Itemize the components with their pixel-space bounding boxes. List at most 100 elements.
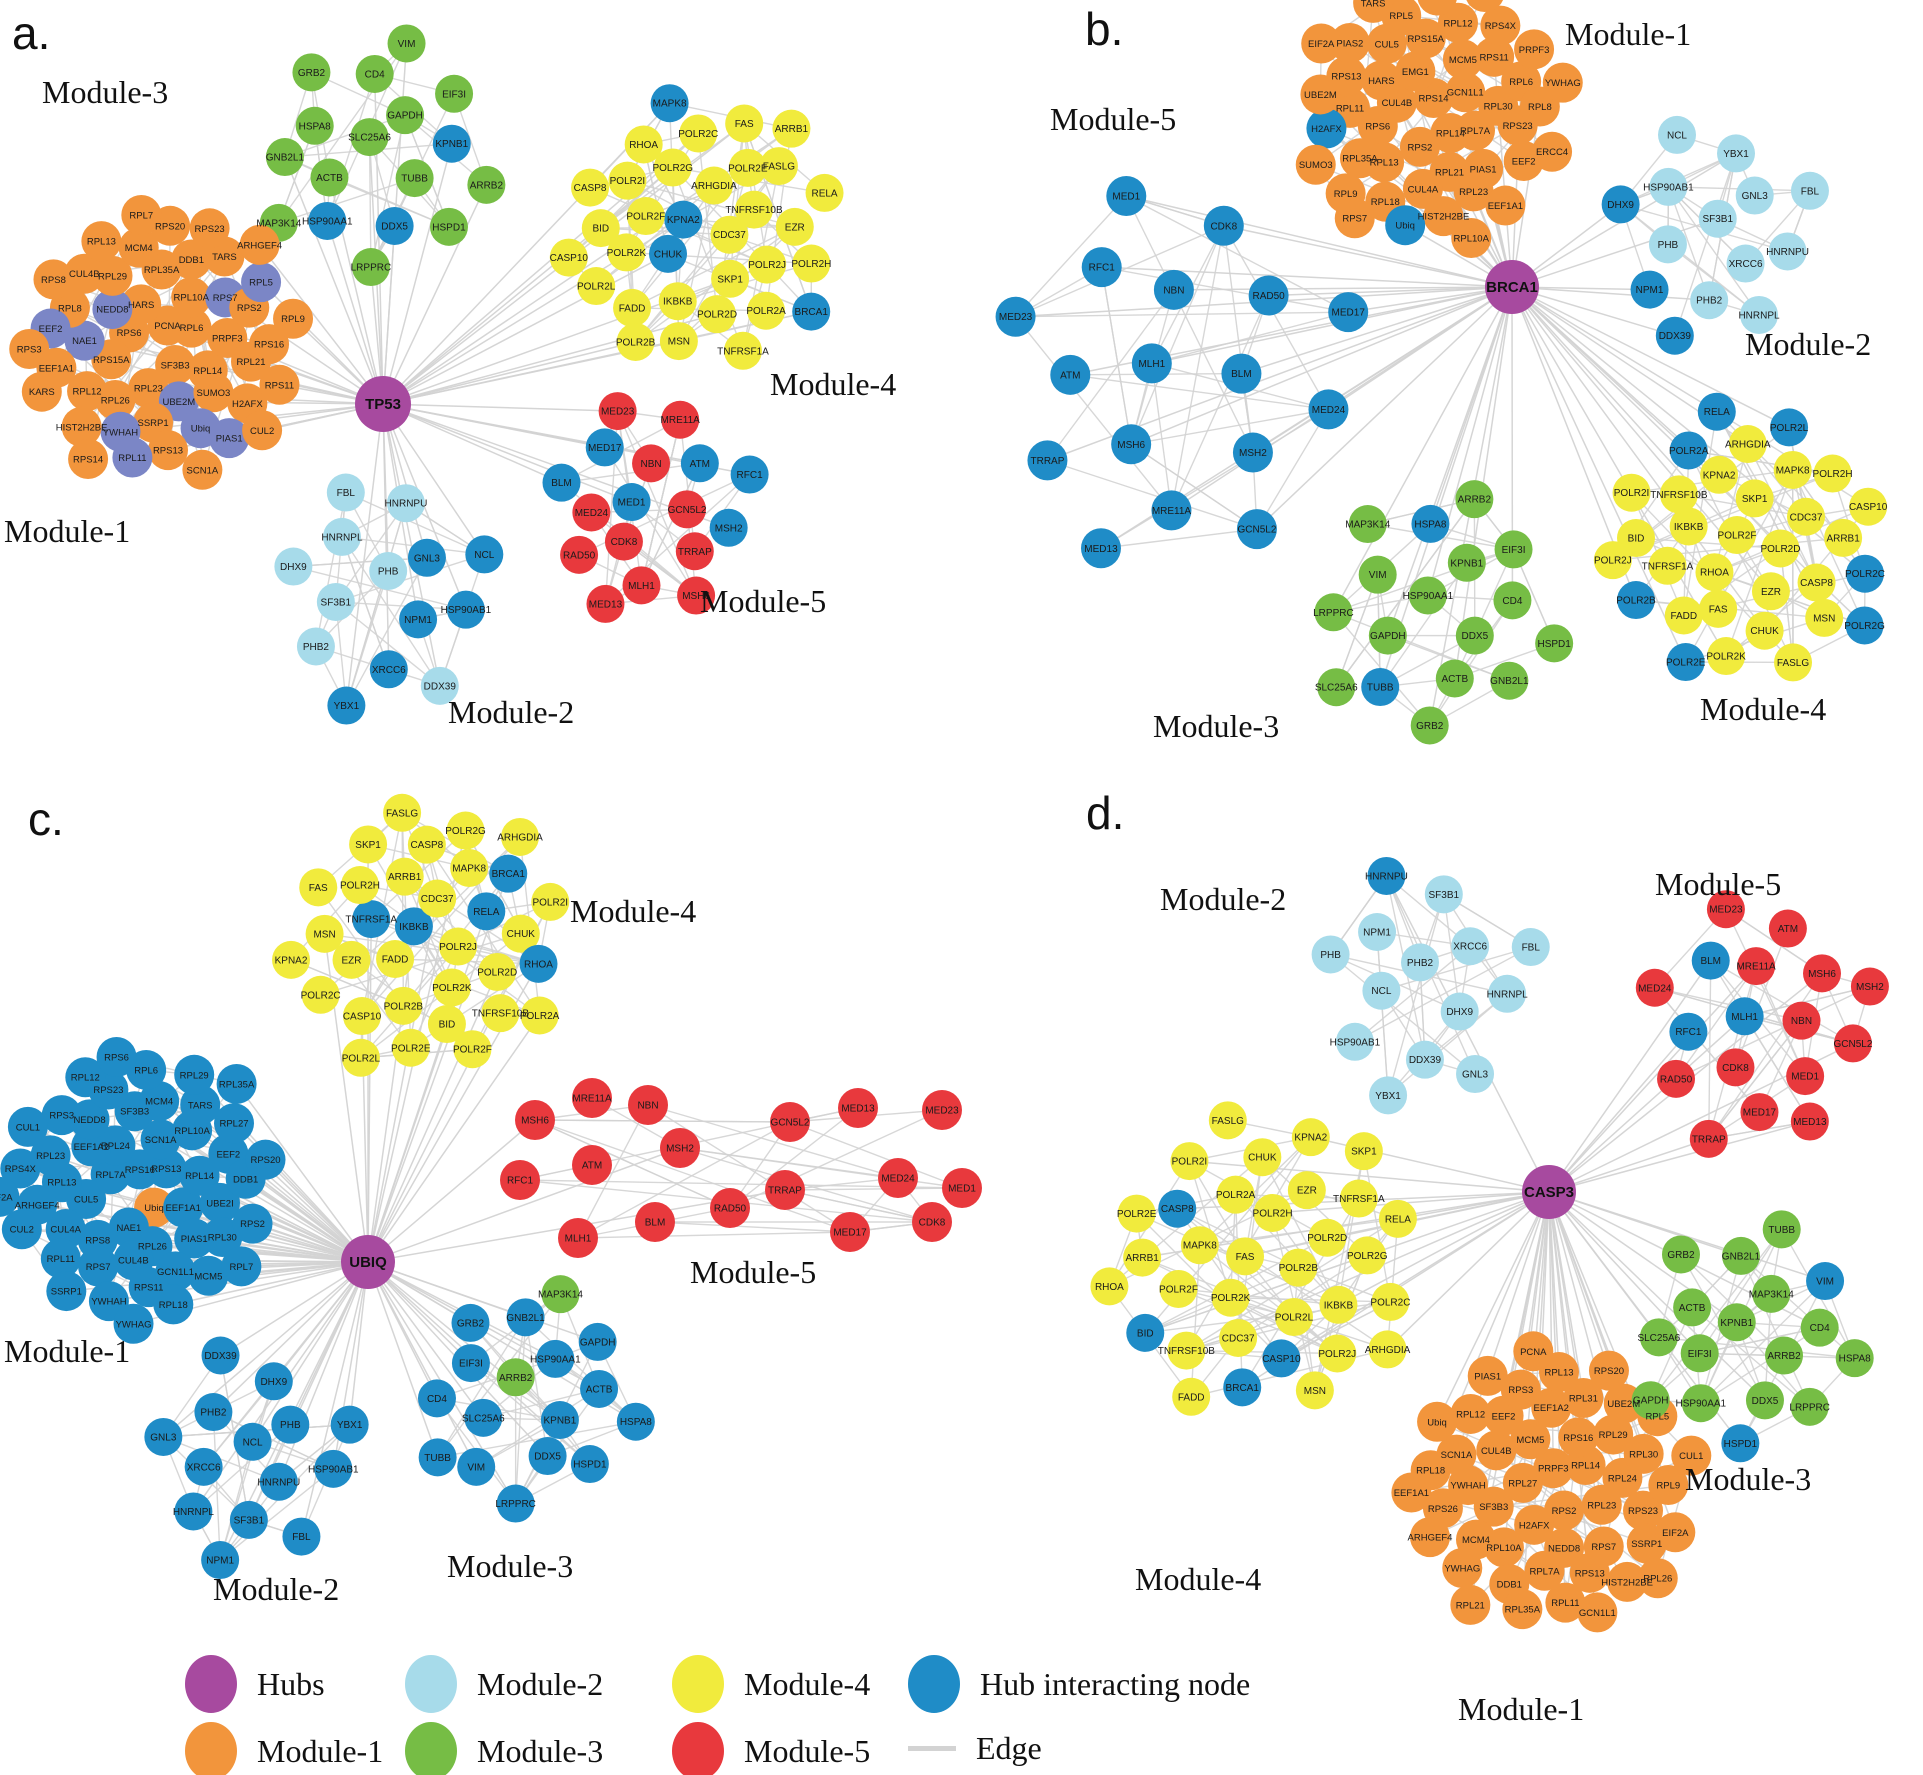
node-POLR2B[interactable] xyxy=(616,322,655,361)
node-EEF1A1[interactable] xyxy=(1485,185,1526,226)
node-RPS23[interactable] xyxy=(1623,1490,1664,1531)
node-HSPD1[interactable] xyxy=(1535,624,1574,663)
hub-UBIQ[interactable] xyxy=(341,1235,395,1289)
node-POLR2A[interactable] xyxy=(1216,1175,1255,1214)
node-SLC25A6[interactable] xyxy=(464,1398,503,1437)
node-EZR[interactable] xyxy=(1751,572,1790,611)
node-CUL4A[interactable] xyxy=(1402,168,1443,209)
node-TUBB[interactable] xyxy=(1762,1210,1801,1249)
node-HSPA8[interactable] xyxy=(616,1402,655,1441)
node-CDC37[interactable] xyxy=(710,215,749,254)
node-MED13[interactable] xyxy=(1080,528,1121,569)
node-SLC25A6[interactable] xyxy=(1317,668,1356,707)
node-RPS23[interactable] xyxy=(189,208,230,249)
node-ATM[interactable] xyxy=(680,444,719,483)
node-VIM[interactable] xyxy=(1806,1262,1845,1301)
node-RPS8[interactable] xyxy=(1417,0,1457,16)
node-SKP1[interactable] xyxy=(711,259,750,298)
node-SF3B1[interactable] xyxy=(229,1500,268,1539)
node-BRCA1[interactable] xyxy=(1223,1368,1262,1407)
node-GNB2L1[interactable] xyxy=(265,138,304,177)
hub-CASP3[interactable] xyxy=(1522,1165,1576,1219)
node-GCN1L1[interactable] xyxy=(1577,1592,1618,1633)
node-POLR2J[interactable] xyxy=(1318,1334,1357,1373)
node-NBN[interactable] xyxy=(1782,1001,1821,1040)
node-CHUK[interactable] xyxy=(1745,611,1784,650)
node-PRPF3[interactable] xyxy=(1533,1448,1574,1489)
node-HSP90AA1[interactable] xyxy=(536,1339,575,1378)
node-RPS3[interactable] xyxy=(9,328,50,369)
node-FBL[interactable] xyxy=(282,1517,321,1556)
node-H2AFX[interactable] xyxy=(1306,108,1347,149)
node-POLR2D[interactable] xyxy=(698,295,737,334)
node-MSH2[interactable] xyxy=(709,508,748,547)
node-ARHGEF4[interactable] xyxy=(1409,1517,1450,1558)
node-TRRAP[interactable] xyxy=(675,532,714,571)
node-RPL10A[interactable] xyxy=(171,277,212,318)
node-HSP90AB1[interactable] xyxy=(446,590,485,629)
node-TUBB[interactable] xyxy=(1361,668,1400,707)
node-BRCA1[interactable] xyxy=(792,292,831,331)
node-MAP3K14[interactable] xyxy=(1348,505,1387,544)
node-PHB2[interactable] xyxy=(296,627,335,666)
node-NEDD8[interactable] xyxy=(92,289,133,330)
node-IKBKB[interactable] xyxy=(1669,507,1708,546)
node-BLM[interactable] xyxy=(1221,353,1262,394)
node-CASP8[interactable] xyxy=(1797,563,1836,602)
node-EIF2A[interactable] xyxy=(1655,1512,1696,1553)
node-MED17[interactable] xyxy=(1328,292,1369,333)
node-XRCC6[interactable] xyxy=(184,1447,223,1486)
node-HNRNPU[interactable] xyxy=(1768,232,1807,271)
node-RAD50[interactable] xyxy=(560,535,599,574)
node-YBX1[interactable] xyxy=(327,686,366,725)
node-EEF1A1[interactable] xyxy=(163,1187,204,1228)
node-RPL35A[interactable] xyxy=(216,1063,257,1104)
node-POLR2L[interactable] xyxy=(1770,408,1809,447)
node-HNRNPL[interactable] xyxy=(1488,974,1527,1013)
hub-TP53[interactable] xyxy=(355,376,411,432)
node-POLR2E[interactable] xyxy=(391,1028,430,1067)
node-TNFRSF1A[interactable] xyxy=(1339,1179,1378,1218)
node-RPS3[interactable] xyxy=(1500,1369,1541,1410)
node-UBE2M[interactable] xyxy=(1300,74,1341,115)
node-MED23[interactable] xyxy=(598,392,637,431)
node-ERCC4[interactable] xyxy=(1532,131,1573,172)
node-NPM1[interactable] xyxy=(201,1541,240,1580)
node-BLM[interactable] xyxy=(635,1202,675,1242)
node-RPL10A[interactable] xyxy=(1451,218,1492,259)
node-RPL5[interactable] xyxy=(241,262,282,303)
node-TNFRSF10B[interactable] xyxy=(481,994,520,1033)
node-SF3B3[interactable] xyxy=(155,344,196,385)
node-RPS2[interactable] xyxy=(1399,126,1440,167)
node-RPL29[interactable] xyxy=(1593,1414,1634,1455)
node-MRE11A[interactable] xyxy=(661,400,700,439)
node-VIM[interactable] xyxy=(1358,555,1397,594)
node-PIAS2[interactable] xyxy=(1329,22,1370,63)
node-CDK8[interactable] xyxy=(1716,1048,1755,1087)
node-MED23[interactable] xyxy=(1706,890,1745,929)
node-RPL11[interactable] xyxy=(40,1238,81,1279)
node-FBL[interactable] xyxy=(1511,928,1550,967)
node-RPL11[interactable] xyxy=(1545,1582,1586,1623)
node-TNFRSF10B[interactable] xyxy=(735,190,774,229)
node-KARS[interactable] xyxy=(21,371,62,412)
node-RELA[interactable] xyxy=(805,173,844,212)
node-RPL26[interactable] xyxy=(1637,1558,1678,1599)
node-DHX9[interactable] xyxy=(274,547,313,586)
node-YWHAH[interactable] xyxy=(1448,1465,1489,1506)
node-ARRB1[interactable] xyxy=(772,109,811,148)
node-MED1[interactable] xyxy=(1786,1057,1825,1096)
node-NCL[interactable] xyxy=(1362,971,1401,1010)
node-POLR2B[interactable] xyxy=(1617,581,1656,620)
node-RAD50[interactable] xyxy=(710,1188,750,1228)
node-XRCC6[interactable] xyxy=(369,650,408,689)
node-NPM1[interactable] xyxy=(1630,270,1669,309)
node-POLR2K[interactable] xyxy=(432,968,471,1007)
node-POLR2C[interactable] xyxy=(1846,554,1885,593)
node-POLR2H[interactable] xyxy=(340,866,379,905)
node-RELA[interactable] xyxy=(1378,1199,1417,1238)
node-POLR2C[interactable] xyxy=(301,975,340,1014)
node-MED24[interactable] xyxy=(878,1158,918,1198)
node-ACTB[interactable] xyxy=(310,158,349,197)
node-TNFRSF1A[interactable] xyxy=(723,331,762,370)
